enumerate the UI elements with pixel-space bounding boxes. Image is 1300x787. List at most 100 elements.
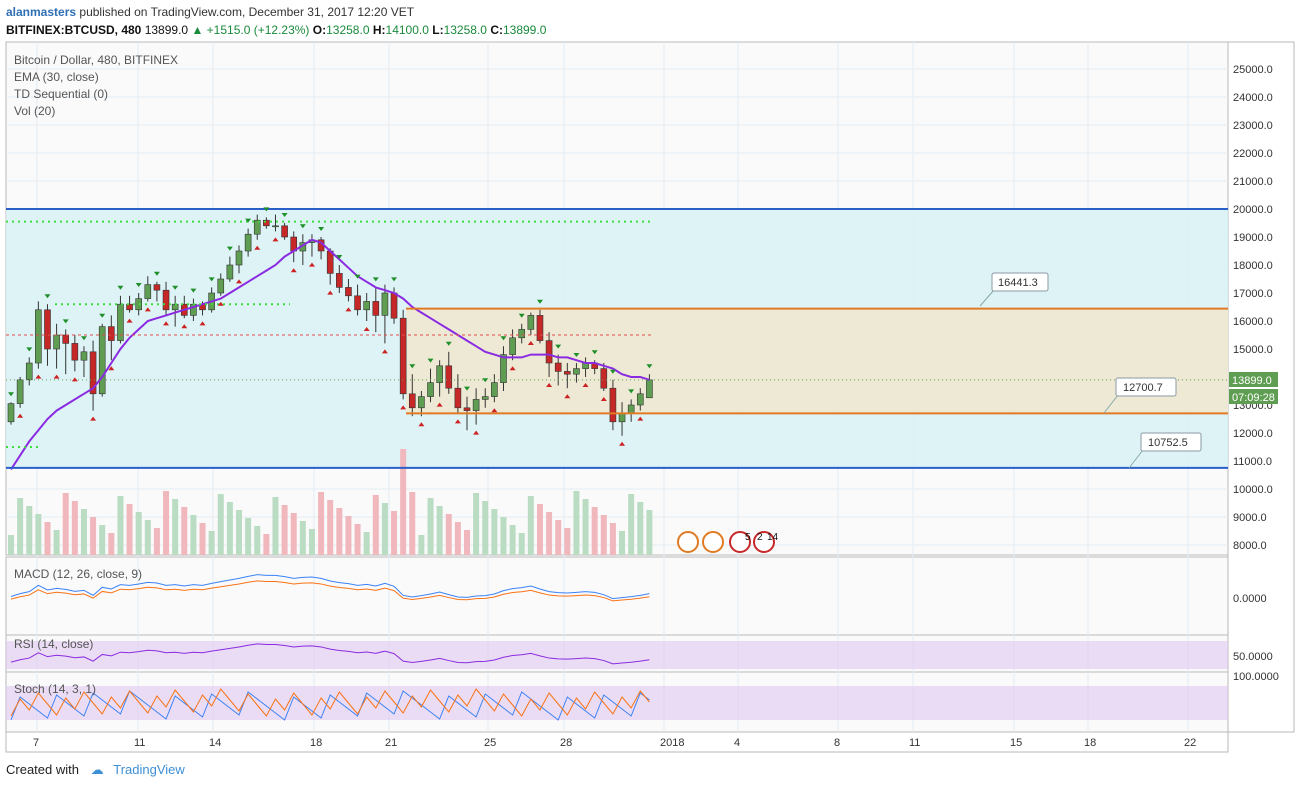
close-value: 13899.0 <box>502 23 547 37</box>
td-sell-mark <box>509 366 516 371</box>
volume-bar <box>17 498 24 555</box>
rsi-band <box>6 641 1228 669</box>
candle-body <box>117 303 124 341</box>
callout-12700[interactable]: 12700.7 <box>1103 377 1177 414</box>
time-axis-pane[interactable] <box>5 731 1229 753</box>
candle-body <box>481 396 489 400</box>
last-price-badge <box>1229 372 1278 387</box>
countdown-badge <box>1229 389 1278 404</box>
td-buy-mark <box>372 277 379 282</box>
candle-body <box>162 289 170 311</box>
td-sell-mark <box>90 416 97 421</box>
td-sell-mark <box>53 374 60 379</box>
td-buy-mark <box>26 347 33 352</box>
ohlc-header: BITFINEX:BTCUSD, 480 13899.0 ▲ +1515.0 (… <box>6 22 546 38</box>
open-value: 13258.0 <box>326 23 370 37</box>
candle-body <box>408 393 416 409</box>
stoch-axis-label: 100.0000 <box>1233 671 1279 683</box>
candle-body <box>381 292 389 316</box>
td-buy-mark <box>281 213 288 217</box>
low-value: 13258.0 <box>443 23 487 37</box>
tradingview-link[interactable]: TradingView <box>113 762 185 777</box>
td-buy-mark <box>263 207 270 212</box>
volume-bar <box>135 512 142 555</box>
stoch-d-line <box>10 688 650 717</box>
created-with-text: Created with <box>6 762 79 777</box>
volume-bar <box>35 514 42 555</box>
time-tick: 7 <box>33 737 39 749</box>
td-buy-mark <box>44 294 51 299</box>
volume-bar <box>646 510 653 555</box>
us-flag-icon[interactable] <box>677 531 699 553</box>
event-flags[interactable]: 5 2 14 <box>677 531 779 553</box>
volume-bar <box>591 507 598 555</box>
volume-bar <box>345 516 352 555</box>
td-buy-mark <box>190 288 197 293</box>
volume-bar <box>436 506 443 555</box>
volume-bar <box>80 509 87 555</box>
macd-axis-label: 0.0000 <box>1233 593 1267 605</box>
td-buy-mark <box>573 353 580 357</box>
volume-bar <box>518 533 525 555</box>
us-flag-icon[interactable] <box>753 531 775 553</box>
candle-body <box>500 354 507 383</box>
candle-body <box>71 343 79 361</box>
us-flag-icon[interactable] <box>702 531 724 553</box>
volume-bar <box>236 510 242 555</box>
candle-body <box>89 351 97 395</box>
candle-body <box>436 365 443 383</box>
candle-body <box>263 219 270 227</box>
callout-16441[interactable]: 16441.3 <box>979 272 1049 307</box>
td-buy-mark <box>391 277 398 282</box>
volume-bar <box>600 515 607 555</box>
td-buy-mark <box>318 227 325 231</box>
rsi-line <box>10 643 650 665</box>
td-sell-mark <box>71 377 78 382</box>
ema-line <box>10 238 650 470</box>
rsi-axis-label: 50.0000 <box>1233 651 1273 663</box>
candle-body <box>646 379 653 399</box>
legend-td: TD Sequential (0) <box>14 87 108 101</box>
td-buy-mark <box>427 358 434 363</box>
volume-bar <box>126 504 133 555</box>
author-link[interactable]: alanmasters <box>6 5 77 19</box>
volume-bar <box>226 502 233 555</box>
volume-bar <box>609 523 616 555</box>
volume-bar <box>254 526 261 555</box>
candles <box>7 214 653 436</box>
td-sell-mark <box>144 307 151 312</box>
candle-body <box>7 403 15 423</box>
time-tick: 11 <box>909 737 920 749</box>
time-tick: 25 <box>484 737 496 749</box>
td-buy-mark <box>208 277 215 282</box>
volume-bar <box>108 533 115 555</box>
price-tick: 16000.0 <box>1233 316 1273 328</box>
td-buy-mark <box>172 285 179 290</box>
candle-body <box>244 233 252 252</box>
price-tick: 23000.0 <box>1233 120 1273 132</box>
candle-body <box>491 382 498 397</box>
legend-vol: Vol (20) <box>14 104 55 118</box>
macd-pane[interactable] <box>5 556 1229 636</box>
td-sell-mark <box>381 349 388 354</box>
indicator-lines <box>6 574 1228 721</box>
td-buy-mark <box>153 271 160 276</box>
volume-bar <box>90 517 97 555</box>
volume-bar <box>473 493 480 555</box>
candle-body <box>253 219 261 235</box>
td-sell-mark <box>236 279 242 284</box>
time-tick: 15 <box>1010 737 1022 749</box>
callout-10752[interactable]: 10752.5 <box>1128 432 1202 469</box>
tradingview-logo-icon[interactable]: ☁ <box>90 762 104 777</box>
publish-info: alanmasters published on TradingView.com… <box>6 4 414 20</box>
td-sell-mark <box>290 268 297 273</box>
td-buy-mark <box>555 344 562 349</box>
volume-bar <box>208 531 215 555</box>
price-tick: 25000.0 <box>1233 64 1273 76</box>
candle-body <box>235 250 243 266</box>
badge-price: 13899.0 <box>1232 375 1272 387</box>
td-sell-mark <box>181 324 188 329</box>
us-flag-icon[interactable] <box>729 531 751 553</box>
td-buy-mark <box>135 283 142 287</box>
